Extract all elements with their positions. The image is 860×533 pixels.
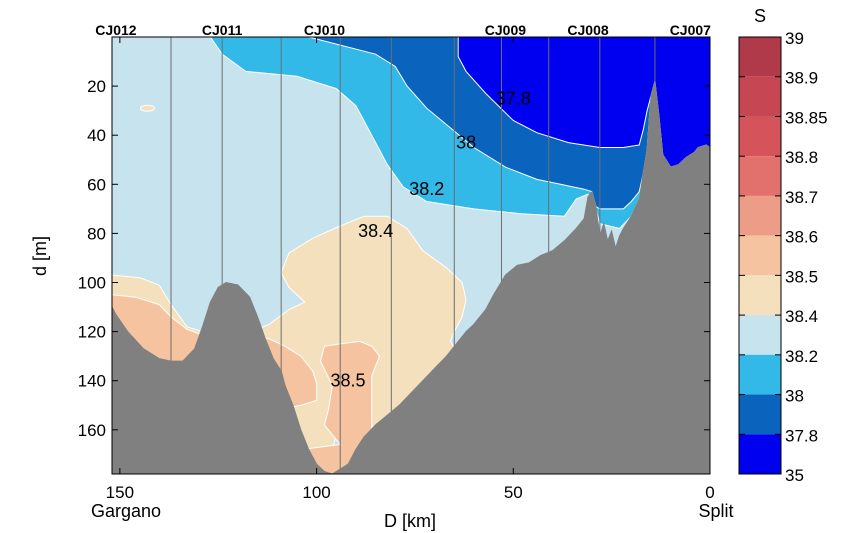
x-tick-label: 50 — [504, 483, 523, 502]
colorbar-swatch — [739, 235, 781, 276]
y-tick-label: 80 — [87, 224, 106, 243]
station-label: CJ007 — [670, 22, 711, 38]
contour-label: 38.4 — [358, 221, 393, 241]
colorbar-swatch — [739, 434, 781, 474]
station-label: CJ010 — [304, 22, 345, 38]
colorbar-swatch — [739, 76, 781, 117]
colorbar-swatch — [739, 394, 781, 435]
colorbar-label: 38.7 — [785, 188, 818, 207]
bathymetry-seafloor — [112, 81, 710, 474]
colorbar-swatch — [739, 195, 781, 236]
contour-label: 38.5 — [331, 371, 366, 391]
colorbar-frame — [738, 36, 782, 475]
colorbar-title: S — [754, 6, 766, 26]
salinity-patch — [139, 104, 155, 112]
y-tick-label: 20 — [87, 77, 106, 96]
colorbar-label: 38.2 — [785, 347, 818, 366]
colorbar-label: 38.5 — [785, 267, 818, 286]
y-axis: 20 40 60 80 100 120 140 160 — [78, 77, 710, 440]
station-labels: CJ012 CJ011 CJ010 CJ009 CJ008 CJ007 — [95, 22, 711, 38]
y-tick-label: 160 — [78, 421, 106, 440]
contour-label: 37.8 — [496, 88, 531, 108]
x-end-label-right: Split — [698, 501, 733, 521]
y-tick-label: 140 — [78, 372, 106, 391]
colorbar-label: 37.8 — [785, 426, 818, 445]
colorbar-label: 38.9 — [785, 69, 818, 88]
colorbar-swatch — [739, 37, 781, 77]
plot-frame — [111, 36, 711, 475]
y-axis-label: d [m] — [30, 236, 50, 276]
colorbar-label: 38.4 — [785, 307, 818, 326]
station-label: CJ011 — [202, 22, 243, 38]
colorbar-label: 38.85 — [785, 108, 828, 127]
colorbar-swatch — [739, 116, 781, 157]
contour-label: 38 — [456, 133, 476, 153]
x-axis-label: D [km] — [384, 511, 436, 531]
x-tick-label: 150 — [106, 483, 134, 502]
x-end-label-left: Gargano — [91, 501, 161, 521]
x-tick-label: 0 — [705, 483, 714, 502]
colorbar-label: 39 — [785, 29, 804, 48]
y-tick-label: 40 — [87, 126, 106, 145]
y-tick-label: 100 — [78, 274, 106, 293]
y-tick-label: 60 — [87, 175, 106, 194]
colorbar-label: 38.6 — [785, 228, 818, 247]
colorbar-swatch — [739, 354, 781, 395]
y-tick-label: 120 — [78, 323, 106, 342]
contour-label: 38.2 — [409, 179, 444, 199]
colorbar-swatch — [739, 275, 781, 316]
x-axis: 150 100 50 0 — [106, 37, 715, 502]
contour-label-group: 37.8 38 38.2 38.4 38.5 — [331, 88, 531, 390]
plot-area — [112, 37, 710, 474]
station-label: CJ008 — [567, 22, 608, 38]
colorbar: 39 38.9 38.85 38.8 38.7 38.6 38.5 38.4 38.2 38 37.… — [738, 29, 828, 485]
station-label: CJ012 — [95, 22, 136, 38]
colorbar-swatch — [739, 156, 781, 196]
colorbar-label: 38.8 — [785, 148, 818, 167]
colorbar-swatch — [739, 315, 781, 355]
station-label: CJ009 — [485, 22, 526, 38]
colorbar-label: 38 — [785, 387, 804, 406]
colorbar-label: 35 — [785, 466, 804, 485]
x-tick-label: 100 — [302, 483, 330, 502]
